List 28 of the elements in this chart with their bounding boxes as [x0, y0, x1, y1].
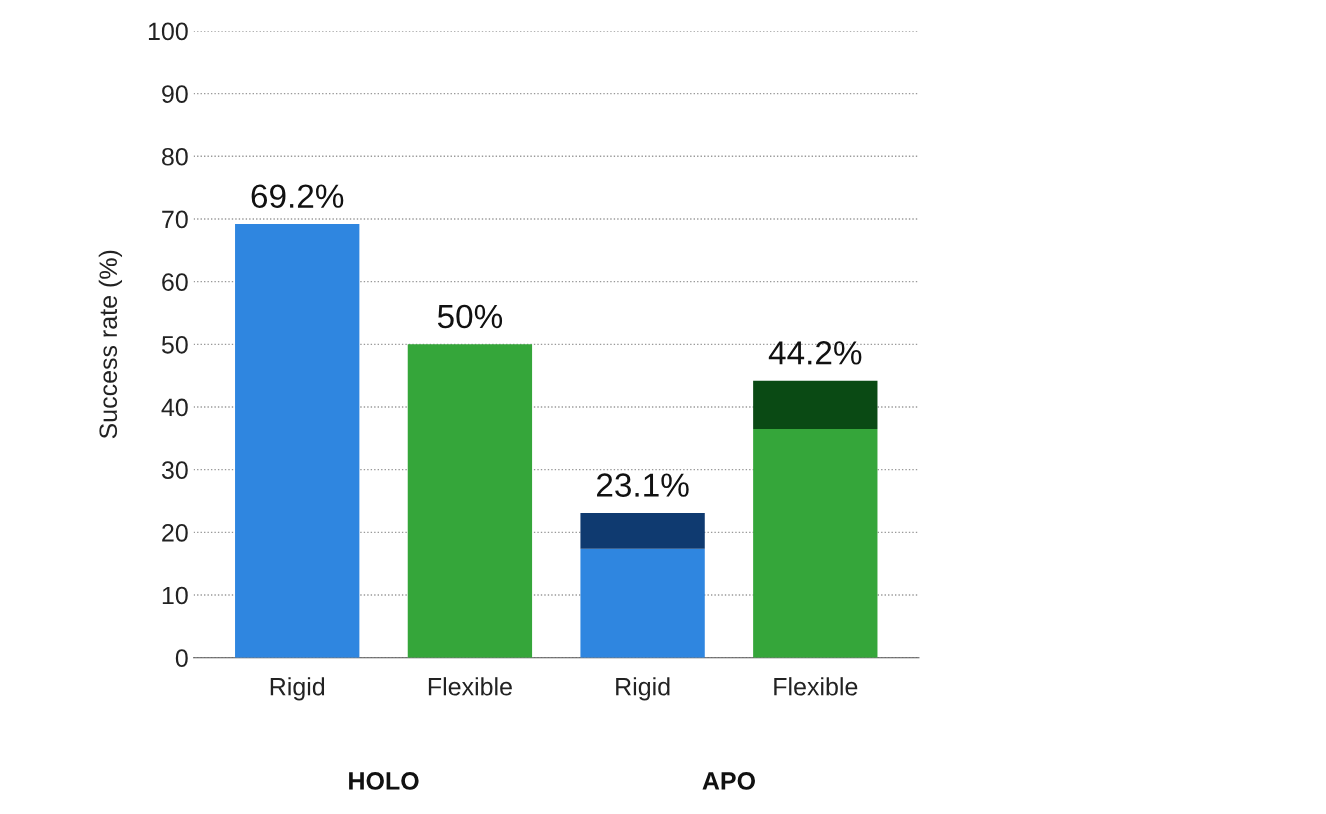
text: HOLO [349, 772, 419, 790]
x-tick-label: Flexible [428, 677, 512, 696]
total-label: 23.1% [597, 473, 689, 497]
y-tick-label: 50 [161, 335, 188, 354]
bar [580, 512, 705, 549]
y-tick-label: 10 [162, 586, 188, 605]
total-label: 69.2% [251, 184, 344, 208]
y-tick-label: 80 [162, 147, 188, 166]
y-tick-label: 100 [148, 22, 188, 41]
total-label: 44.2% [768, 341, 862, 365]
y-tick-label: 30 [161, 461, 188, 479]
y-tick-label: 20 [162, 523, 188, 542]
y-tick-label: 60 [162, 273, 188, 291]
y-tick-label: 0 [175, 649, 188, 668]
y-tick-label: 40 [161, 398, 188, 417]
bar [407, 344, 533, 658]
y-tick-label: 70 [162, 210, 188, 229]
x-tick-label: Rigid [616, 677, 670, 701]
x-tick-label: Rigid [270, 677, 325, 701]
y-tick-label: 90 [162, 85, 188, 103]
y-axis-title: Success rate (%) [98, 250, 123, 439]
bar [580, 548, 705, 658]
total-label: 50% [437, 304, 503, 329]
bar [753, 380, 878, 429]
x-tick-label: Flexible [774, 677, 858, 696]
bar [753, 428, 878, 658]
bar [235, 223, 360, 658]
text: APO [702, 772, 755, 790]
